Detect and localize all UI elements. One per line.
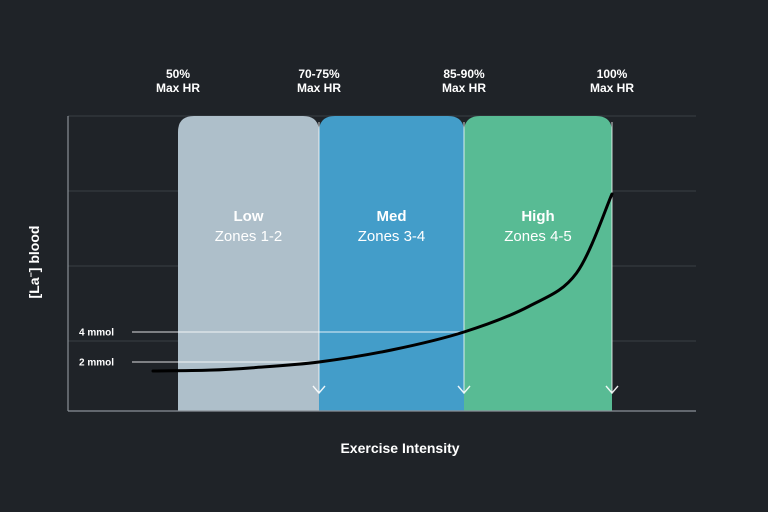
zone-sub-low: Zones 1-2 — [215, 228, 283, 245]
zone-band-low — [178, 116, 319, 411]
zone-sub-high: Zones 4-5 — [504, 228, 572, 245]
y-axis-title: [La−] blood — [26, 226, 42, 299]
y-axis-title-main: [La — [26, 277, 42, 298]
threshold-label-1: 4 mmol — [79, 328, 114, 339]
hr-marker-maxhr-3: Max HR — [590, 81, 634, 95]
zone-band-high — [464, 116, 612, 411]
threshold-label-0: 2 mmol — [79, 358, 114, 369]
lactate-curve — [151, 192, 614, 373]
zone-name-high: High — [521, 208, 554, 225]
hr-marker-maxhr-2: Max HR — [442, 81, 486, 95]
axes — [67, 116, 696, 412]
hr-marker-pct-2: 85-90% — [443, 67, 485, 81]
hr-marker-pct-0: 50% — [166, 67, 190, 81]
hr-marker-maxhr-1: Max HR — [297, 81, 341, 95]
x-axis-title: Exercise Intensity — [340, 440, 459, 456]
zone-band-med — [319, 116, 464, 411]
zone-name-med: Med — [377, 208, 407, 225]
hr-marker-maxhr-0: Max HR — [156, 81, 200, 95]
hr-marker-pct-3: 100% — [597, 67, 628, 81]
marker-arrow-1 — [312, 385, 326, 395]
marker-arrow-3 — [605, 385, 619, 395]
curve-layer — [151, 192, 614, 373]
hr-marker-pct-1: 70-75% — [298, 67, 340, 81]
zone-name-low: Low — [234, 208, 264, 225]
zone-sub-med: Zones 3-4 — [358, 228, 426, 245]
zone-bands: Low Zones 1-2 Med Zones 3-4 High Zones 4-5 — [178, 116, 612, 411]
marker-arrow-2 — [457, 385, 471, 395]
threshold-lines: 2 mmol 4 mmol — [79, 122, 619, 395]
y-axis-title-end: ] blood — [26, 226, 42, 273]
y-axis-title-sup: − — [26, 272, 36, 277]
